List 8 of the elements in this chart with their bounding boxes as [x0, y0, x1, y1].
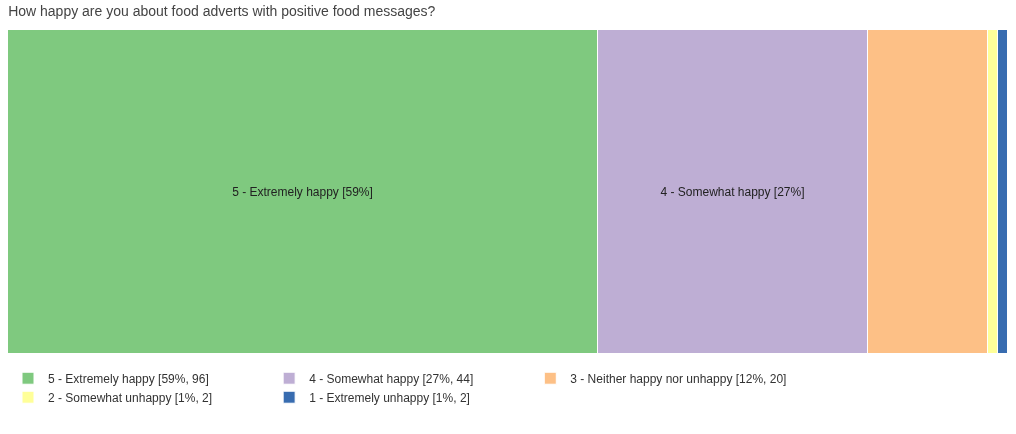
legend-label: 5 - Extremely happy [59%, 96] — [48, 371, 209, 386]
legend-label: 3 - Neither happy nor unhappy [12%, 20] — [570, 371, 787, 386]
data-label: 5 - Extremely happy [59%] — [232, 184, 373, 199]
legend-label: 1 - Extremely unhappy [1%, 2] — [309, 390, 470, 405]
chart-title: How happy are you about food adverts with positive food messages? — [8, 3, 436, 20]
legend-label: 4 - Somewhat happy [27%, 44] — [309, 371, 474, 386]
data-label: 4 - Somewhat happy [27%] — [660, 184, 805, 199]
legend-label: 2 - Somewhat unhappy [1%, 2] — [48, 390, 213, 405]
